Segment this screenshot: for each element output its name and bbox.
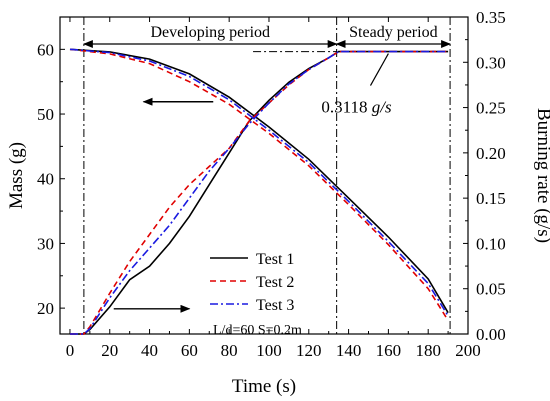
- rate-curve-test-2: [70, 50, 449, 335]
- condition-label: L/d=60 S=0.2m: [213, 323, 302, 338]
- y-left-tick-label: 60: [37, 40, 54, 59]
- y-left-tick-label: 50: [37, 105, 54, 124]
- x-axis-title: Time (s): [232, 376, 296, 397]
- y-left-tick-label: 30: [37, 234, 54, 253]
- mass-curve-test-1: [69, 48, 449, 314]
- legend-label: Test 2: [256, 274, 294, 291]
- x-tick-label: 200: [455, 341, 481, 360]
- steady-rate-pointer-line: [369, 53, 389, 86]
- x-tick-label: 160: [376, 341, 402, 360]
- y-right-tick-label: 0.35: [476, 8, 506, 27]
- y-left-tick-label: 40: [37, 170, 54, 189]
- y-left-tick-label: 20: [37, 299, 54, 318]
- x-tick-label: 120: [296, 341, 322, 360]
- y-right-tick-label: 0.00: [476, 325, 506, 344]
- developing-period-label: Developing period: [150, 24, 270, 41]
- x-tick-label: 40: [141, 341, 158, 360]
- mass-curve-test-2: [69, 48, 449, 321]
- y-right-axis-title: Burning rate (g/s): [533, 108, 550, 243]
- steady-period-label: Steady period: [349, 24, 437, 41]
- y-right-tick-label: 0.15: [476, 189, 506, 208]
- y-left-axis-title: Mass (g): [6, 142, 27, 209]
- x-tick-label: 180: [415, 341, 441, 360]
- x-tick-label: 0: [66, 341, 75, 360]
- y-right-tick-label: 0.05: [476, 280, 506, 299]
- x-tick-label: 20: [101, 341, 118, 360]
- x-tick-label: 140: [336, 341, 362, 360]
- steady-rate-value-label: 0.3118 g/s: [321, 98, 392, 117]
- y-right-tick-label: 0.10: [476, 234, 506, 253]
- x-tick-label: 80: [221, 341, 238, 360]
- mass-curve-test-3: [69, 48, 449, 317]
- y-right-tick-label: 0.25: [476, 99, 506, 118]
- x-tick-label: 60: [181, 341, 198, 360]
- x-tick-label: 100: [256, 341, 282, 360]
- y-right-tick-label: 0.30: [476, 53, 506, 72]
- rate-curve-test-3: [70, 50, 449, 335]
- legend-label: Test 1: [256, 251, 294, 268]
- y-right-tick-label: 0.20: [476, 144, 506, 163]
- legend-label: Test 3: [256, 297, 294, 314]
- rate-curve-test-1: [70, 50, 449, 335]
